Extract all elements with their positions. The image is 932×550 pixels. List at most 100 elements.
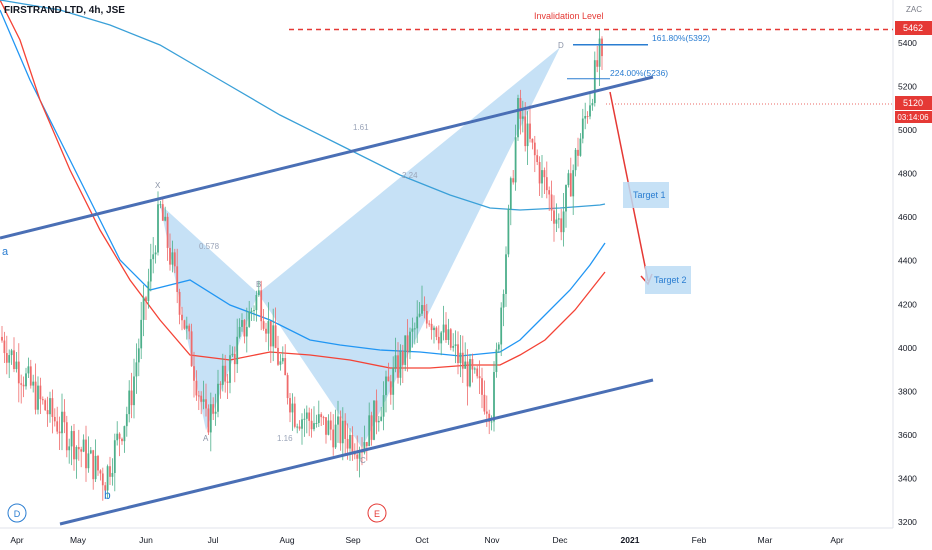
price-tick-5200: 5200 [898,82,917,92]
target-2-label: Target 2 [654,275,687,285]
candle-body-64 [154,252,157,255]
candle-body-87 [209,404,212,433]
ma-slow-line [0,0,606,369]
candle-body-88 [212,404,215,414]
candle-body-21 [51,398,54,417]
price-channel [0,75,654,526]
candle-body-140 [337,416,339,425]
candle-body-30 [73,431,75,460]
candle-body-99 [238,326,241,337]
candle-body-71 [171,252,174,265]
candle-body-115 [277,347,279,365]
candle-body-84 [202,399,205,402]
candle-body-82 [197,395,200,397]
candle-body-240 [577,149,579,156]
candle-body-114 [274,325,277,348]
point-x-label: X [155,181,161,190]
candle-body-103 [248,311,251,327]
candle-body-93 [224,365,227,382]
candle-body-118 [284,358,287,376]
candle-body-37 [89,450,92,454]
candle-body-165 [397,355,399,378]
candle-body-26 [63,411,66,423]
time-tick-feb: Feb [692,535,707,545]
candle-body-98 [236,336,239,365]
candle-body-227 [545,177,548,191]
candle-body-51 [123,426,126,442]
candle-body-228 [548,190,551,195]
candle-body-213 [512,178,515,183]
candle-body-192 [461,352,464,369]
candle-body-81 [195,380,198,396]
candle-body-28 [68,446,71,451]
price-tick-5000: 5000 [898,125,917,135]
candle-body-16 [39,385,42,400]
candle-body-95 [229,355,231,383]
candle-body-25 [61,411,63,434]
candle-body-61 [147,281,150,301]
candle-body-207 [497,344,500,350]
candle-body-123 [296,426,299,428]
candle-body-69 [166,216,169,248]
candle-body-234 [562,211,565,233]
candle-body-73 [176,266,179,292]
invalidation-price-badge [895,21,932,35]
candle-body-63 [152,254,155,260]
channel-upper-line [0,75,654,240]
candle-body-138 [332,429,335,448]
candle-body-33 [80,449,83,452]
badge-e-text: E [374,509,380,519]
candle-body-235 [565,185,567,212]
time-tick-apr: Apr [10,535,23,545]
candle-body-219 [526,123,529,147]
harmonic-pattern [160,47,560,448]
candle-body-127 [305,412,308,419]
candle-body-188 [452,346,455,348]
candle-body-155 [373,400,375,440]
candle-body-161 [387,376,390,382]
badge-d-circle[interactable] [7,503,27,523]
last-price-badge [895,96,932,110]
price-tick-3800: 3800 [898,386,917,396]
candle-body-74 [178,291,181,315]
candle-body-206 [495,349,498,373]
candle-body-222 [533,142,536,156]
candle-body-59 [142,297,145,320]
candle-body-126 [303,418,306,420]
candle-body-36 [87,453,90,469]
candle-body-9 [22,384,25,387]
moving-averages [0,0,606,369]
candle-body-167 [401,350,404,365]
candle-body-130 [313,423,315,430]
time-tick-oct: Oct [415,535,429,545]
candle-body-162 [389,381,392,395]
candle-body-187 [449,329,452,348]
candle-body-226 [543,170,546,178]
candle-body-1 [3,340,6,354]
candle-body-193 [464,361,467,369]
candle-body-246 [591,103,594,106]
candle-body-32 [77,446,80,450]
candle-body-24 [58,431,61,434]
price-tick-3400: 3400 [898,473,917,483]
wave-a-label: a [2,246,9,258]
candle-body-232 [557,218,560,220]
candle-body-180 [433,327,435,331]
candle-body-14 [34,381,37,410]
candle-body-100 [241,320,243,327]
candle-body-183 [440,332,443,344]
candle-body-220 [529,123,531,139]
candle-body-42 [101,473,104,486]
candle-body-209 [502,293,505,308]
candle-body-244 [586,116,589,118]
price-tick-4000: 4000 [898,343,917,353]
candle-body-131 [315,422,318,424]
candle-body-182 [437,336,440,344]
candle-body-211 [507,208,510,255]
candle-body-20 [49,398,51,415]
badge-e-circle[interactable] [367,503,387,523]
candle-body-27 [65,422,68,451]
time-tick-aug: Aug [279,535,294,545]
